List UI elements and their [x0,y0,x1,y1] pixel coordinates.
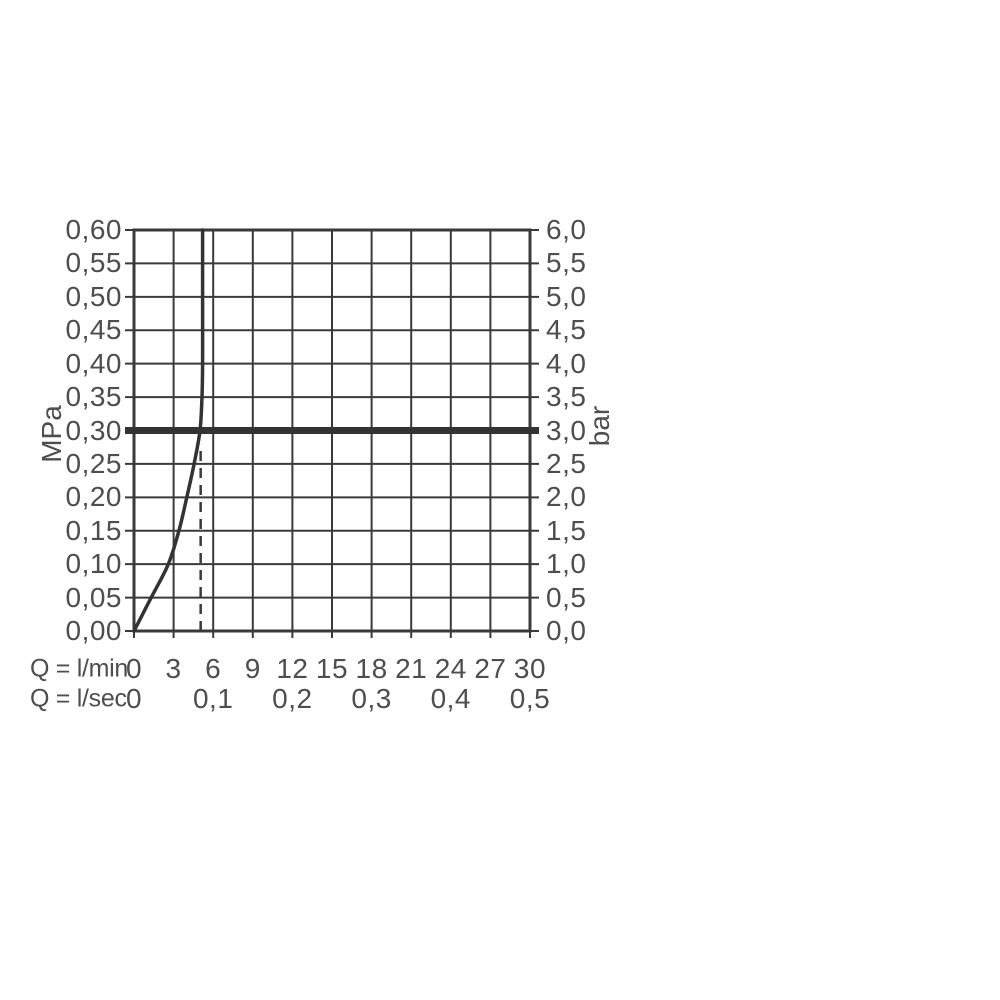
y-left-tick-label: 0,60 [65,214,122,245]
y-left-tick-label: 0,25 [65,447,122,479]
x-lsec-tick-label: 0,1 [192,683,234,714]
y-left-tick-label: 0,40 [65,347,122,379]
y-left-tick-label: 0,05 [65,581,122,613]
y-left-tick-label: 0,55 [65,247,122,279]
y-left-tick-label: 0,30 [65,414,122,446]
y-right-tick-label: 4,0 [546,347,587,379]
y-right-tick-label: 0,5 [546,581,587,613]
x-lmin-tick-label: 0 [125,653,143,684]
x-lmin-tick-label: 6 [205,653,222,684]
x-lmin-tick-label: 21 [395,653,428,684]
y-right-tick-label: 2,0 [546,481,587,513]
y-right-tick-label: 1,0 [546,548,587,580]
x-lsec-tick-label: 0,5 [509,683,551,714]
y-right-tick-label: 5,0 [546,280,587,312]
x-lsec-tick-label: 0,2 [272,683,313,714]
x-lmin-tick-label: 27 [474,653,507,684]
y-left-tick-label: 0,45 [65,314,122,346]
x-lmin-tick-label: 18 [355,653,388,684]
x-axis-lmin-label: Q = l/min [30,654,129,683]
y-right-tick-label: 6,0 [546,214,587,245]
y-right-tick-label: 3,5 [546,381,587,413]
flow-pressure-curve [132,228,205,633]
y-right-tick-label: 4,5 [546,314,587,346]
x-lmin-tick-label: 15 [315,653,349,684]
x-lsec-tick-label: 0,4 [430,683,472,714]
y-left-tick-label: 0,15 [65,514,122,546]
y-left-tick-label: 0,50 [65,280,122,312]
x-lmin-tick-label: 9 [244,653,261,684]
y-left-tick-label: 0,35 [65,381,122,413]
y-right-tick-label: 0,0 [546,615,587,646]
x-lmin-tick-label: 24 [434,653,467,684]
x-lsec-tick-label: 0 [125,683,143,714]
y-right-tick-label: 5,5 [546,247,587,279]
y-right-tick-label: 1,5 [546,514,587,546]
x-lmin-tick-label: 12 [276,653,309,684]
x-lsec-tick-label: 0,3 [351,683,392,714]
y-left-tick-label: 0,10 [65,548,122,580]
x-lmin-tick-label: 30 [513,653,547,684]
y-right-tick-label: 2,5 [546,447,587,479]
y-right-tick-label: 3,0 [546,414,587,446]
y-left-axis-unit: MPa [36,405,67,463]
y-left-tick-label: 0,00 [65,615,122,646]
x-axis-lsec-label: Q = l/sec [30,684,127,713]
y-left-tick-label: 0,20 [65,481,122,513]
x-lmin-tick-label: 3 [165,653,182,684]
y-right-axis-unit: bar [584,405,615,447]
